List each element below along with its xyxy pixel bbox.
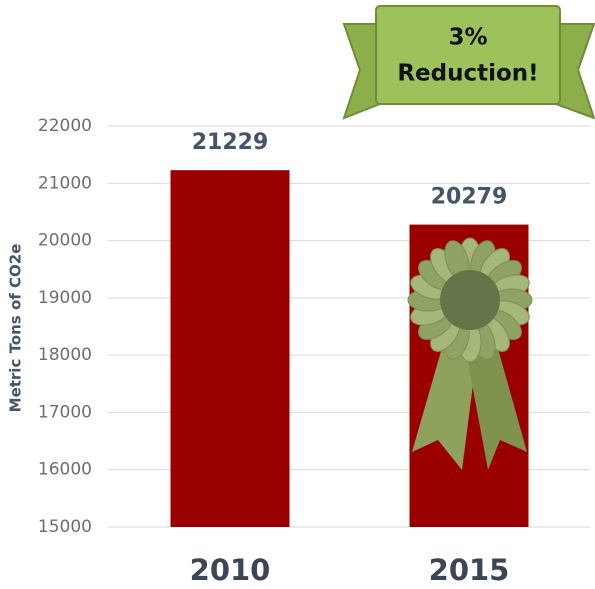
y-tick-label: 19000: [38, 288, 92, 308]
banner-tail: [344, 24, 380, 118]
value-label: 21229: [192, 130, 269, 155]
y-tick-label: 22000: [38, 116, 92, 136]
rosette-center: [440, 270, 500, 330]
annotation: 3%: [448, 25, 487, 51]
banner-body: [376, 6, 560, 104]
y-axis-label: Metric Tons of CO2e: [7, 244, 25, 413]
y-tick-label: 18000: [38, 345, 92, 365]
value-label: 20279: [431, 185, 508, 210]
banner: 3% Reduction!: [344, 6, 594, 118]
bar: [171, 170, 290, 527]
y-tick-label: 16000: [38, 460, 92, 480]
y-tick-label: 20000: [38, 231, 92, 251]
y-tick-label: 15000: [38, 517, 92, 537]
banner-tail: [556, 24, 594, 118]
chart: Metric Tons of CO2e 15000 16000 17000 18000…: [0, 0, 595, 589]
y-tick-label: 21000: [38, 173, 92, 193]
x-tick-label: 2015: [429, 553, 510, 587]
y-tick-label: 17000: [38, 402, 92, 422]
annotation: Reduction!: [397, 61, 538, 87]
x-tick-label: 2010: [190, 553, 271, 587]
plot-area: 15000 16000 17000 18000 19000 20000 21000 22000…: [38, 116, 590, 587]
